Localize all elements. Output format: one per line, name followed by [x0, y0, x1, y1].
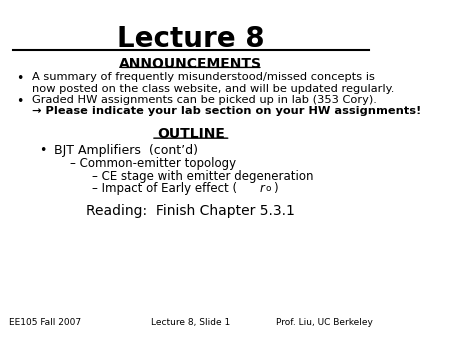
Text: OUTLINE: OUTLINE: [157, 127, 225, 141]
Text: – CE stage with emitter degeneration: – CE stage with emitter degeneration: [92, 170, 314, 183]
Text: •: •: [17, 72, 24, 85]
Text: BJT Amplifiers  (cont’d): BJT Amplifiers (cont’d): [54, 144, 198, 157]
Text: ANNOUNCEMENTS: ANNOUNCEMENTS: [119, 57, 262, 71]
Text: EE105 Fall 2007: EE105 Fall 2007: [9, 318, 81, 327]
Text: Lecture 8: Lecture 8: [117, 25, 265, 53]
Text: now posted on the class website, and will be updated regularly.: now posted on the class website, and wil…: [32, 83, 394, 94]
Text: •: •: [39, 144, 47, 157]
Text: Prof. Liu, UC Berkeley: Prof. Liu, UC Berkeley: [276, 318, 373, 327]
Text: ): ): [274, 182, 278, 195]
Text: r: r: [259, 182, 264, 195]
Text: Graded HW assignments can be picked up in lab (353 Cory).: Graded HW assignments can be picked up i…: [32, 95, 377, 105]
Text: – Common-emitter topology: – Common-emitter topology: [70, 157, 236, 170]
Text: Lecture 8, Slide 1: Lecture 8, Slide 1: [151, 318, 230, 327]
Text: •: •: [17, 95, 24, 108]
Text: o: o: [266, 184, 271, 193]
Text: A summary of frequently misunderstood/missed concepts is: A summary of frequently misunderstood/mi…: [32, 72, 374, 82]
Text: – Impact of Early effect (: – Impact of Early effect (: [92, 182, 238, 195]
Text: Reading:  Finish Chapter 5.3.1: Reading: Finish Chapter 5.3.1: [86, 204, 295, 218]
Text: → Please indicate your lab section on your HW assignments!: → Please indicate your lab section on yo…: [32, 106, 421, 116]
